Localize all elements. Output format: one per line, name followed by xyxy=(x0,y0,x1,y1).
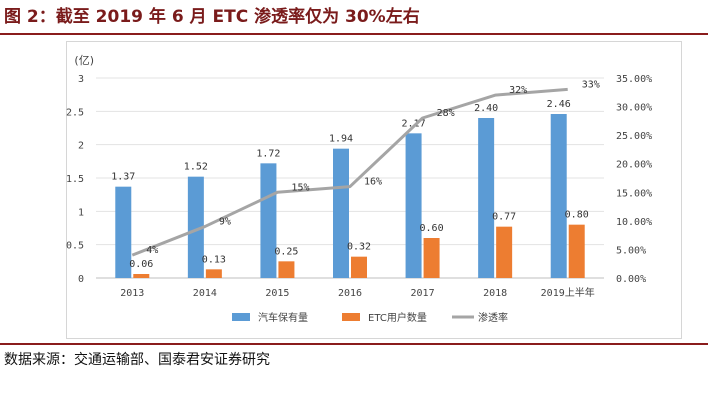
etc-bar xyxy=(423,238,440,278)
etc-bar xyxy=(133,274,150,278)
etc-bar-data-label: 0.06 xyxy=(129,259,153,270)
y-tick-label: 3 xyxy=(78,74,84,85)
car-bar-data-label: 1.37 xyxy=(111,172,135,183)
car-bar xyxy=(187,176,204,278)
rate-data-label: 9% xyxy=(219,217,231,228)
title-rule xyxy=(0,33,708,35)
y2-tick-label: 35.00% xyxy=(616,74,652,85)
y2-tick-label: 0.00% xyxy=(616,274,646,285)
etc-bar xyxy=(351,256,367,278)
rate-data-label: 16% xyxy=(364,177,382,188)
car-bar xyxy=(115,186,132,278)
legend-label: 汽车保有量 xyxy=(258,311,308,324)
x-tick-label: 2013 xyxy=(120,288,144,299)
etc-bar xyxy=(568,224,585,278)
rate-data-label: 33% xyxy=(582,79,600,90)
etc-penetration-chart: 00.511.522.530.00%5.00%10.00%15.00%20.00… xyxy=(66,54,652,324)
etc-bar-data-label: 0.25 xyxy=(274,246,298,257)
y-unit-label: (亿) xyxy=(74,54,94,67)
rate-data-label: 15% xyxy=(291,182,309,193)
car-bar-data-label: 1.52 xyxy=(184,162,208,173)
source-rule xyxy=(0,343,708,345)
legend-label: 渗透率 xyxy=(478,311,508,324)
source-note: 数据来源：交通运输部、国泰君安证券研究 xyxy=(4,352,270,368)
rate-data-label: 28% xyxy=(437,108,455,119)
car-bar-data-label: 1.72 xyxy=(256,148,280,159)
y-tick-label: 1 xyxy=(78,207,84,218)
legend-label: ETC用户数量 xyxy=(368,311,427,324)
car-bar xyxy=(405,133,422,278)
car-bar xyxy=(333,148,349,278)
y-tick-label: 2.5 xyxy=(66,107,84,118)
legend-swatch-etc xyxy=(342,313,360,321)
y2-tick-label: 15.00% xyxy=(616,188,652,199)
y2-tick-label: 20.00% xyxy=(616,160,652,171)
etc-bar-data-label: 0.60 xyxy=(420,223,444,234)
rate-data-label: 32% xyxy=(509,85,527,96)
x-tick-label: 2017 xyxy=(411,288,435,299)
x-tick-label: 2016 xyxy=(338,288,362,299)
car-bar-data-label: 2.40 xyxy=(474,103,498,114)
car-bar xyxy=(550,114,567,278)
x-tick-label: 2014 xyxy=(193,288,217,299)
y-tick-label: 0 xyxy=(78,274,84,285)
y2-tick-label: 25.00% xyxy=(616,131,652,142)
etc-bar xyxy=(278,261,295,278)
etc-bar-data-label: 0.13 xyxy=(202,254,226,265)
y-tick-label: 0.5 xyxy=(66,241,84,252)
y2-tick-label: 5.00% xyxy=(616,245,646,256)
etc-bar-data-label: 0.32 xyxy=(347,242,371,253)
x-tick-label: 2019上半年 xyxy=(541,286,595,299)
x-tick-label: 2015 xyxy=(265,288,289,299)
car-bar xyxy=(478,118,495,278)
car-bar-data-label: 1.94 xyxy=(329,134,353,145)
etc-bar xyxy=(205,269,222,278)
y2-tick-label: 10.00% xyxy=(616,217,652,228)
y2-tick-label: 30.00% xyxy=(616,103,652,114)
etc-bar-data-label: 0.80 xyxy=(565,210,589,221)
legend-swatch-car xyxy=(232,313,250,321)
car-bar xyxy=(260,163,277,278)
car-bar-data-label: 2.46 xyxy=(547,99,571,110)
figure-title: 图 2：截至 2019 年 6 月 ETC 渗透率仅为 30%左右 xyxy=(4,7,420,27)
x-tick-label: 2018 xyxy=(483,288,507,299)
y-tick-label: 2 xyxy=(78,141,84,152)
rate-data-label: 4% xyxy=(146,245,158,256)
rate-line xyxy=(131,87,568,257)
etc-bar-data-label: 0.77 xyxy=(492,212,516,223)
etc-bar xyxy=(496,226,513,278)
chart-frame xyxy=(66,41,682,339)
car-bar-data-label: 2.17 xyxy=(402,118,426,129)
y-tick-label: 1.5 xyxy=(66,174,84,185)
